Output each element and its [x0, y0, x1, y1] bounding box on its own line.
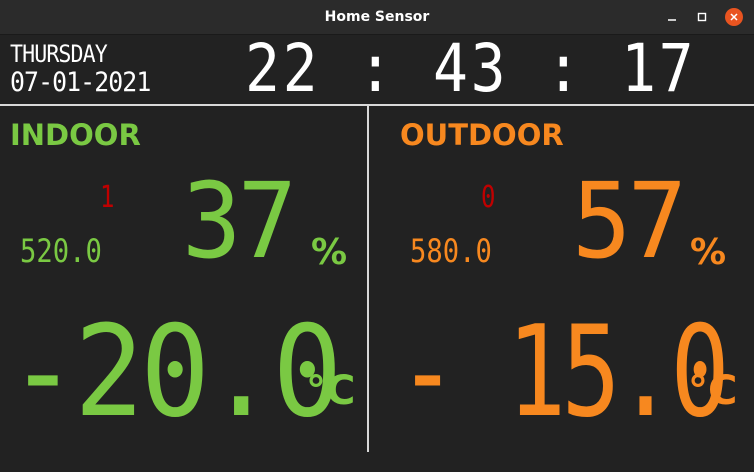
- indoor-temperature-unit: °C: [306, 368, 356, 414]
- maximize-icon: [697, 12, 707, 22]
- indoor-reading: 520.0: [20, 232, 102, 270]
- day-name: THURSDAY: [10, 40, 108, 68]
- minimize-icon: [668, 19, 676, 21]
- outdoor-temperature-unit: °C: [688, 368, 738, 414]
- indoor-indicator: 1: [100, 180, 115, 215]
- maximize-button[interactable]: [693, 8, 711, 26]
- close-icon: [725, 8, 743, 26]
- date-display: 07-01-2021: [10, 67, 151, 98]
- indoor-humidity-unit: %: [311, 232, 348, 273]
- minimize-button[interactable]: [663, 8, 681, 26]
- outdoor-temperature-value: - 15.0: [398, 298, 730, 445]
- outdoor-label: OUTDOOR: [400, 118, 564, 152]
- clock-display: 22 : 43 : 17: [245, 30, 697, 107]
- indoor-label: INDOOR: [10, 118, 141, 152]
- outdoor-indicator: 0: [481, 180, 496, 215]
- outdoor-humidity-unit: %: [690, 232, 727, 273]
- outdoor-humidity-value: 57: [572, 160, 687, 282]
- outdoor-reading: 580.0: [410, 232, 492, 270]
- header-divider: [0, 104, 754, 106]
- indoor-humidity-value: 37: [182, 160, 297, 282]
- window-titlebar[interactable]: Home Sensor: [0, 0, 754, 35]
- window-title: Home Sensor: [324, 9, 430, 25]
- panel-divider: [367, 106, 369, 452]
- indoor-temperature-value: -20.0: [8, 298, 342, 445]
- close-button[interactable]: [725, 8, 743, 26]
